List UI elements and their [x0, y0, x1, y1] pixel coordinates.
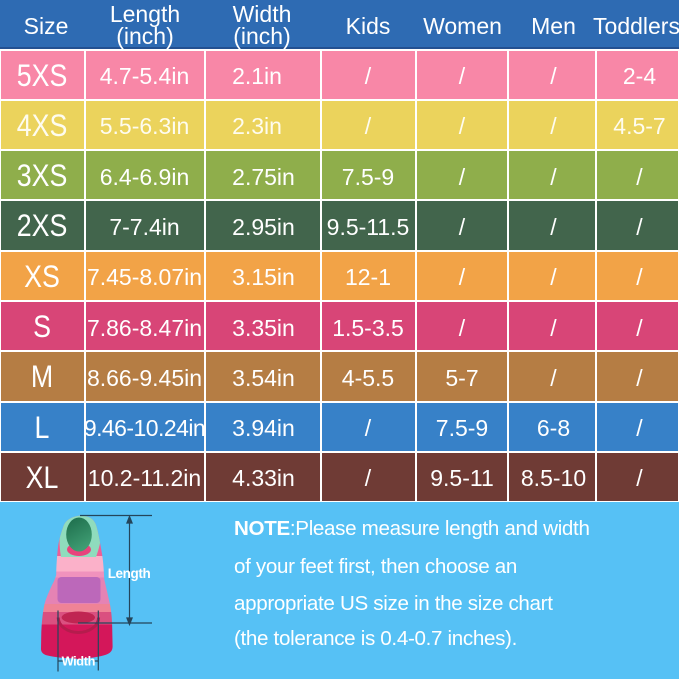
- svg-text:Length: Length: [108, 566, 151, 581]
- svg-text:Width: Width: [62, 654, 96, 669]
